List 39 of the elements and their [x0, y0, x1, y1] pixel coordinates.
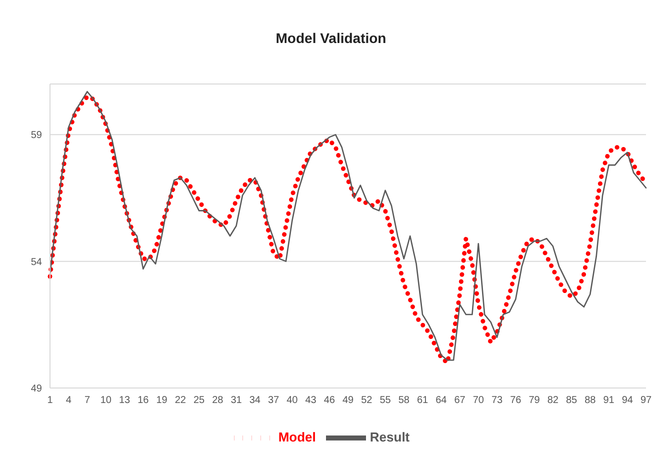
x-tick-label: 67 — [454, 395, 466, 406]
x-tick-label: 52 — [361, 395, 373, 406]
x-tick-label: 55 — [380, 395, 392, 406]
x-tick-label: 76 — [510, 395, 522, 406]
x-tick-label: 10 — [100, 395, 112, 406]
chart-title: Model Validation — [274, 29, 388, 48]
x-tick-label: 64 — [436, 395, 448, 406]
legend-label: Result — [370, 429, 410, 444]
x-tick-label: 70 — [472, 395, 484, 406]
x-tick-label: 79 — [528, 395, 540, 406]
x-tick-label: 31 — [230, 395, 242, 406]
x-tick-label: 94 — [622, 395, 634, 406]
x-tick-label: 34 — [249, 395, 261, 406]
x-tick-label: 22 — [174, 395, 186, 406]
x-tick-label: 13 — [118, 395, 130, 406]
x-tick-label: 25 — [193, 395, 205, 406]
y-tick-label: 49 — [30, 384, 42, 395]
x-tick-label: 16 — [138, 395, 150, 406]
x-tick-label: 91 — [603, 395, 615, 406]
x-tick-label: 82 — [547, 395, 559, 406]
y-tick-label: 59 — [30, 130, 42, 142]
x-tick-label: 7 — [84, 395, 90, 406]
x-tick-label: 19 — [156, 395, 168, 406]
x-tick-label: 61 — [416, 395, 428, 406]
y-tick-label: 54 — [30, 256, 42, 268]
x-tick-label: 46 — [324, 395, 336, 406]
x-tick-label: 28 — [212, 395, 224, 406]
x-tick-label: 1 — [47, 395, 54, 406]
x-tick-label: 85 — [566, 395, 578, 406]
x-tick-label: 97 — [640, 395, 652, 406]
legend-label: Model — [278, 429, 316, 444]
x-tick-label: 43 — [305, 395, 317, 406]
x-tick-label: 58 — [398, 395, 410, 406]
x-tick-label: 73 — [491, 395, 503, 406]
x-tick-label: 88 — [584, 395, 596, 406]
x-tick-label: 4 — [66, 395, 72, 406]
x-tick-label: 40 — [286, 395, 298, 406]
x-tick-label: 37 — [268, 395, 280, 406]
x-tick-label: 49 — [342, 395, 354, 406]
